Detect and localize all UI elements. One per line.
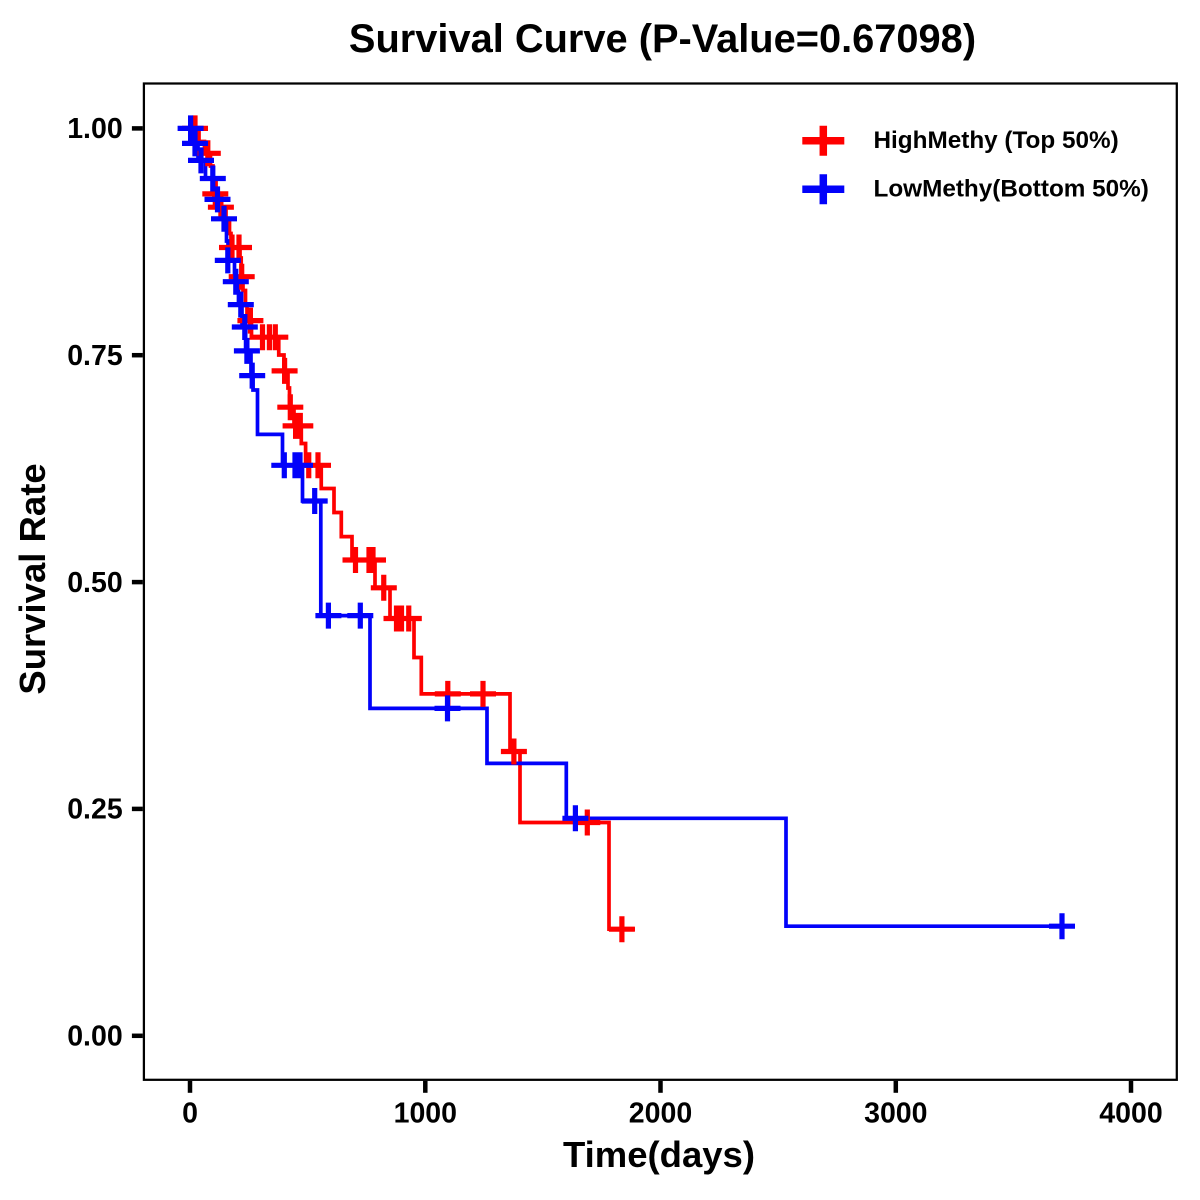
svg-text:1000: 1000 [394,1098,457,1130]
svg-text:0.00: 0.00 [67,1021,122,1053]
svg-text:0.50: 0.50 [67,567,122,599]
svg-text:HighMethy (Top 50%): HighMethy (Top 50%) [874,127,1119,154]
svg-text:0.75: 0.75 [67,340,123,372]
svg-text:2000: 2000 [629,1098,692,1130]
svg-text:4000: 4000 [1099,1098,1162,1130]
svg-text:0: 0 [182,1098,198,1130]
svg-text:1.00: 1.00 [67,113,122,145]
svg-text:LowMethy(Bottom 50%): LowMethy(Bottom 50%) [874,176,1149,203]
svg-text:3000: 3000 [864,1098,927,1130]
svg-text:Survival Curve (P-Value=0.6709: Survival Curve (P-Value=0.67098) [349,17,976,61]
svg-text:Survival Rate: Survival Rate [12,463,53,694]
svg-text:0.25: 0.25 [67,794,123,826]
svg-text:Time(days): Time(days) [563,1134,755,1175]
